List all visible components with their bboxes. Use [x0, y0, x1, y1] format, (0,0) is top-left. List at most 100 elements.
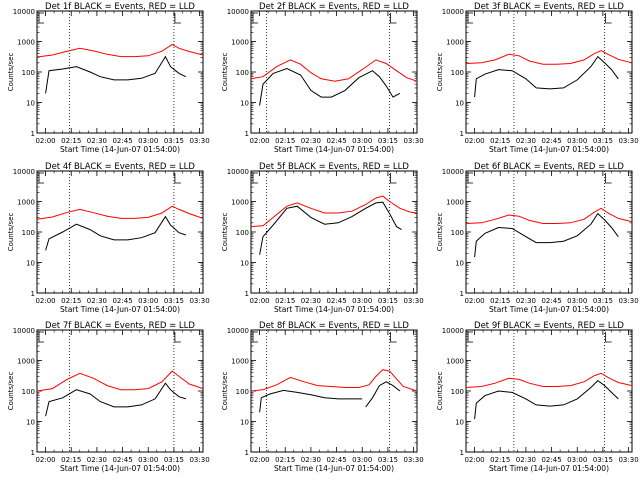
y-tick-label: 1000 — [446, 358, 464, 366]
plot-frame — [36, 329, 204, 453]
events-series-line — [365, 381, 401, 408]
x-tick-label: 03:15 — [164, 297, 184, 305]
x-axis-label: Start Time (14-Jun-07 01:54:00) — [60, 305, 180, 314]
chart-panel-7: Det 7f BLACK = Events, RED = LLD 1 10 100 10… — [7, 321, 210, 473]
y-tick-label: 1000 — [231, 39, 249, 47]
y-tick-label: 100 — [451, 229, 464, 237]
x-tick-label: 02:45 — [541, 456, 561, 464]
end-bracket-mark — [174, 173, 181, 184]
x-axis-label: Start Time (14-Jun-07 01:54:00) — [274, 145, 394, 154]
x-tick-label: 03:00 — [138, 137, 158, 145]
x-tick-label: 02:00 — [249, 137, 269, 145]
x-axis-label: Start Time (14-Jun-07 01:54:00) — [489, 305, 609, 314]
y-tick-label: 100 — [236, 388, 249, 396]
x-tick-label: 03:30 — [618, 297, 638, 305]
y-tick-label: 10 — [455, 419, 464, 427]
y-tick-label: 1 — [31, 130, 35, 138]
x-tick-label: 02:45 — [112, 137, 132, 145]
y-tick-label: 1000 — [231, 358, 249, 366]
start-bracket-mark — [467, 331, 473, 343]
plot-frame — [36, 10, 204, 134]
chart-panel-6: Det 6f BLACK = Events, RED = LLD 1 10 100 10… — [436, 162, 639, 314]
events-series-line — [45, 382, 187, 417]
x-tick-label: 02:30 — [301, 137, 321, 145]
y-tick-label: 1000 — [17, 358, 35, 366]
x-tick-label: 02:00 — [464, 456, 484, 464]
x-axis-label: Start Time (14-Jun-07 01:54:00) — [60, 145, 180, 154]
x-tick-label: 03:00 — [567, 137, 587, 145]
lld-series-line — [465, 372, 633, 388]
x-tick-label: 02:00 — [249, 297, 269, 305]
x-tick-label: 03:00 — [352, 456, 372, 464]
x-tick-label: 03:00 — [567, 456, 587, 464]
lld-series-line — [250, 369, 418, 392]
x-tick-label: 02:15 — [61, 137, 81, 145]
x-tick-label: 02:15 — [490, 137, 510, 145]
events-series-line — [474, 379, 619, 420]
start-bracket-mark — [38, 12, 44, 24]
x-tick-label: 03:30 — [403, 297, 423, 305]
x-tick-label: 03:00 — [352, 297, 372, 305]
x-axis-label: Start Time (14-Jun-07 01:54:00) — [60, 464, 180, 473]
x-tick-label: 02:15 — [61, 456, 81, 464]
x-tick-label: 03:00 — [567, 297, 587, 305]
x-tick-label: 03:00 — [352, 137, 372, 145]
y-tick-label: 1 — [460, 449, 464, 457]
events-series-line — [45, 55, 187, 94]
start-bracket-mark — [38, 172, 44, 184]
y-tick-label: 10 — [26, 100, 35, 108]
end-bracket-mark — [605, 332, 612, 343]
y-tick-label: 1 — [31, 449, 35, 457]
end-bracket-mark — [390, 173, 397, 184]
x-tick-label: 02:45 — [112, 297, 132, 305]
x-tick-label: 02:45 — [112, 456, 132, 464]
chart-panel-1: Det 1f BLACK = Events, RED = LLD 1 10 100 10… — [7, 2, 210, 154]
events-series-line — [474, 55, 619, 98]
y-tick-label: 10000 — [227, 8, 249, 16]
x-tick-label: 02:30 — [87, 456, 107, 464]
x-tick-label: 02:30 — [301, 297, 321, 305]
x-tick-label: 02:30 — [87, 137, 107, 145]
x-tick-label: 02:00 — [464, 137, 484, 145]
plot-frame — [465, 329, 633, 453]
x-tick-label: 02:30 — [301, 456, 321, 464]
y-tick-label: 10 — [455, 100, 464, 108]
x-tick-label: 03:30 — [189, 137, 209, 145]
x-tick-label: 03:15 — [164, 456, 184, 464]
start-bracket-mark — [252, 331, 258, 343]
y-tick-label: 1000 — [446, 39, 464, 47]
x-tick-label: 02:00 — [249, 456, 269, 464]
lld-series-line — [250, 59, 418, 82]
y-tick-label: 10 — [240, 100, 249, 108]
chart-panel-8: Det 8f BLACK = Events, RED = LLD 1 10 100 10… — [221, 321, 424, 473]
chart-title: Det 4f BLACK = Events, RED = LLD — [45, 162, 195, 172]
y-tick-label: 10 — [240, 260, 249, 268]
x-tick-label: 02:00 — [464, 297, 484, 305]
y-axis-label: Counts/sec — [7, 372, 15, 411]
x-tick-label: 03:15 — [378, 137, 398, 145]
x-tick-label: 03:15 — [593, 297, 613, 305]
chart-title: Det 1f BLACK = Events, RED = LLD — [45, 2, 195, 12]
start-bracket-mark — [38, 331, 44, 343]
x-tick-label: 02:45 — [541, 297, 561, 305]
x-tick-label: 02:15 — [490, 297, 510, 305]
chart-title: Det 2f BLACK = Events, RED = LLD — [259, 2, 409, 12]
events-series-line — [259, 67, 401, 106]
x-tick-label: 02:15 — [275, 297, 295, 305]
x-tick-label: 03:00 — [138, 297, 158, 305]
start-bracket-mark — [252, 12, 258, 24]
x-tick-label: 03:30 — [189, 456, 209, 464]
x-tick-label: 03:15 — [593, 456, 613, 464]
chart-panel-5: Det 5f BLACK = Events, RED = LLD 1 10 100 10… — [221, 162, 424, 314]
plot-frame — [250, 170, 418, 294]
chart-title: Det 8f BLACK = Events, RED = LLD — [259, 321, 409, 331]
x-tick-label: 02:30 — [87, 297, 107, 305]
y-tick-label: 10000 — [13, 8, 35, 16]
y-tick-label: 100 — [236, 69, 249, 77]
chart-title: Det 6f BLACK = Events, RED = LLD — [474, 162, 624, 172]
x-tick-label: 02:30 — [516, 137, 536, 145]
y-tick-label: 10000 — [227, 327, 249, 335]
y-tick-label: 1 — [460, 290, 464, 298]
